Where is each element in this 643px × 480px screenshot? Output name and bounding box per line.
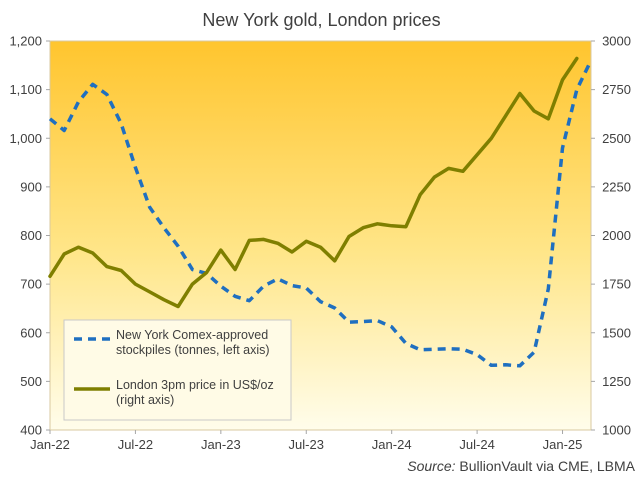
left-axis-tick-label: 800 xyxy=(20,228,42,243)
chart-title: New York gold, London prices xyxy=(202,10,441,30)
x-axis-tick-label: Jan-23 xyxy=(201,437,241,452)
right-axis-tick-label: 1250 xyxy=(602,374,631,389)
left-axis-tick-label: 700 xyxy=(20,277,42,292)
right-axis-tick-label: 2250 xyxy=(602,179,631,194)
series-line-stockpiles xyxy=(48,59,593,368)
left-axis-tick-label: 600 xyxy=(20,325,42,340)
source-label: Source: xyxy=(407,458,456,474)
left-axis-tick-label: 400 xyxy=(20,423,42,438)
legend-label-london-price: London 3pm price in US$/oz (right axis) xyxy=(116,378,277,407)
right-axis-tick-label: 2500 xyxy=(602,131,631,146)
left-axis-tick-label: 500 xyxy=(20,374,42,389)
left-axis-tick-label: 1,000 xyxy=(9,131,42,146)
series-line-london-price xyxy=(48,56,579,309)
left-axis-tick-label: 900 xyxy=(20,179,42,194)
x-axis-tick-label: Jul-22 xyxy=(118,437,153,452)
x-axis-tick-label: Jul-24 xyxy=(459,437,494,452)
right-axis-tick-label: 3000 xyxy=(602,34,631,49)
source-note: Source: BullionVault via CME, LBMA xyxy=(407,458,635,474)
legend-label-stockpiles: New York Comex-approved stockpiles (tonn… xyxy=(116,328,272,357)
source-text: BullionVault via CME, LBMA xyxy=(459,458,635,474)
right-axis-tick-label: 1750 xyxy=(602,277,631,292)
left-axis-tick-label: 1,200 xyxy=(9,34,42,49)
legend: New York Comex-approved stockpiles (tonn… xyxy=(63,319,292,421)
left-axis-tick-label: 1,100 xyxy=(9,82,42,97)
legend-box xyxy=(63,319,292,421)
x-axis-tick-label: Jan-25 xyxy=(543,437,583,452)
right-axis-tick-label: 2000 xyxy=(602,228,631,243)
right-axis-tick-label: 1000 xyxy=(602,423,631,438)
right-axis-tick-label: 1500 xyxy=(602,325,631,340)
x-axis-tick-label: Jul-23 xyxy=(289,437,324,452)
x-axis-tick-label: Jan-24 xyxy=(372,437,412,452)
x-axis-tick-label: Jan-22 xyxy=(30,437,70,452)
right-axis-tick-label: 2750 xyxy=(602,82,631,97)
